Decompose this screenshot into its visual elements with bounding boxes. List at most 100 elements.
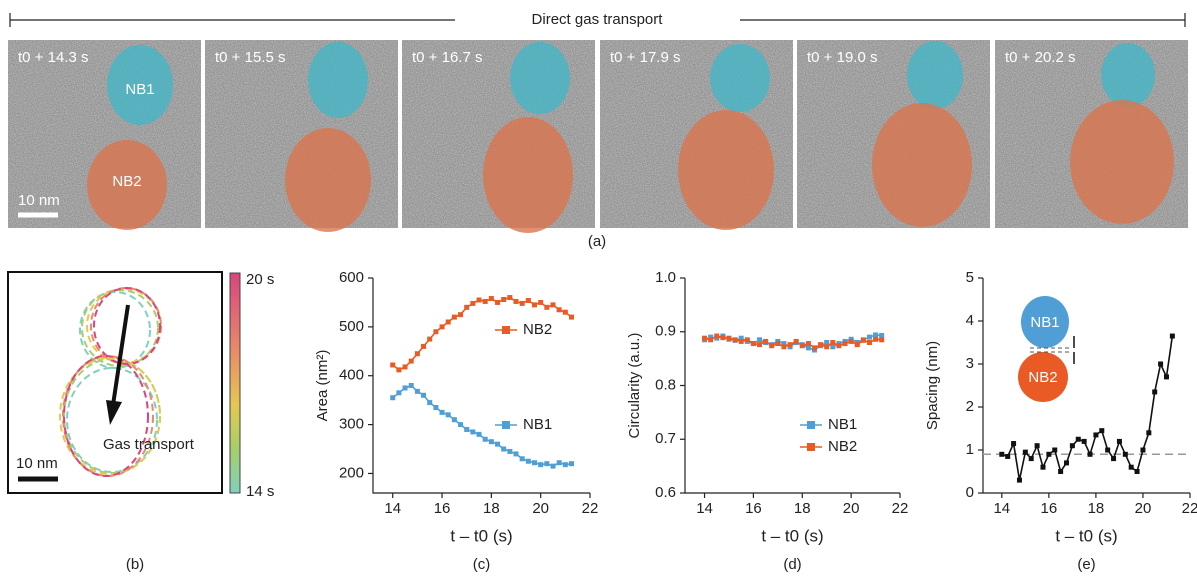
y-tick-label: 4 [966,312,974,329]
marker [860,337,866,343]
marker [708,334,714,340]
marker [433,404,439,410]
marker [439,324,445,330]
marker [757,337,763,343]
marker [396,390,402,396]
marker [793,338,799,344]
inset-nb1 [1021,296,1069,348]
marker [1105,447,1111,453]
y-tick-label: 1.0 [655,269,676,286]
marker [1158,361,1164,367]
legend-marker [807,443,815,451]
nb1-overlay [510,42,570,114]
marker [402,385,408,391]
marker [1093,432,1099,438]
marker [488,439,494,445]
marker [1075,436,1081,442]
marker [769,343,775,349]
marker [787,342,793,348]
marker [482,436,488,442]
marker [408,383,414,388]
y-tick-label: 3 [966,355,974,372]
caption: (c) [473,556,491,573]
marker [714,333,720,339]
marker [451,314,457,320]
marker [556,460,562,466]
marker [1034,443,1040,449]
marker [569,461,575,467]
marker [513,298,519,304]
legend-marker [502,421,510,429]
marker [1081,438,1087,444]
marker [445,412,451,418]
marker [873,332,879,338]
marker [507,295,513,301]
marker [569,314,575,320]
marker [830,344,836,350]
x-tick-label: 22 [582,500,599,517]
header: Direct gas transport [532,11,664,28]
x-tick-label: 16 [434,500,451,517]
marker [763,338,769,344]
marker [811,345,817,351]
inset-label: NB1 [1030,314,1059,331]
marker [451,417,457,423]
x-tick-label: 18 [1088,500,1105,517]
time-label: t0 + 15.5 s [215,49,285,66]
inset-nb2 [1018,352,1068,402]
nb1-overlay [907,41,963,109]
marker [562,309,568,315]
x-tick-label: 18 [794,500,811,517]
x-label: t – t0 (s) [1055,526,1117,545]
y-tick-label: 0.7 [655,430,676,447]
marker [1028,456,1034,462]
caption: (d) [783,556,801,573]
marker [402,364,408,370]
caption: (b) [126,556,144,573]
x-tick-label: 20 [532,500,549,517]
legend-label: NB2 [828,438,857,455]
marker [519,300,525,306]
y-tick-label: 2 [966,398,974,415]
outline [63,355,149,477]
nb2-overlay [285,128,371,232]
y-tick-label: 0.9 [655,323,676,340]
y-label: Area (nm²) [314,350,331,422]
marker [818,342,824,348]
marker [702,335,708,341]
marker [550,302,556,308]
marker [830,340,836,345]
marker [556,307,562,313]
x-label: t – t0 (s) [761,526,823,545]
scale-label: 10 nm [18,192,60,209]
marker [427,400,433,406]
marker [458,422,464,428]
inset-label: NB2 [1028,369,1057,386]
marker [427,336,433,342]
y-label: Circularity (a.u.) [626,333,643,439]
marker [501,297,507,302]
y-tick-label: 600 [339,269,364,286]
marker [879,337,885,343]
marker [1169,333,1175,339]
marker [439,409,445,415]
y-tick-label: 0.6 [655,484,676,501]
marker [1016,477,1022,483]
marker [458,312,464,318]
nb1-overlay [1101,43,1155,107]
nb2-overlay [483,117,573,233]
marker [781,341,787,347]
marker [532,302,538,308]
x-tick-label: 22 [1182,500,1197,517]
marker [513,451,519,457]
caption: (e) [1077,556,1095,573]
marker [538,299,544,305]
marker [390,362,396,368]
time-label: t0 + 14.3 s [18,49,88,66]
y-tick-label: 0 [966,484,974,501]
marker [433,329,439,335]
legend-marker [502,326,510,334]
marker [726,335,732,341]
marker [999,451,1005,457]
marker [1011,441,1017,447]
